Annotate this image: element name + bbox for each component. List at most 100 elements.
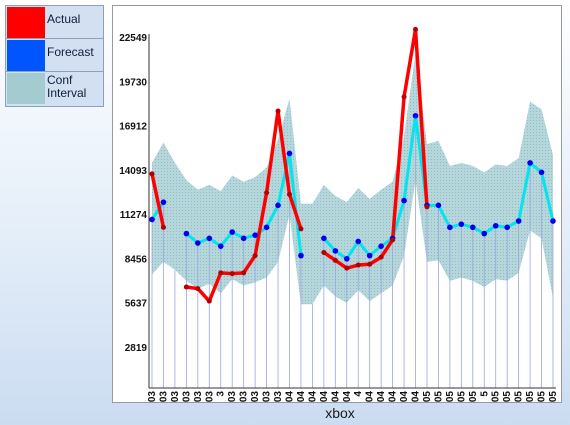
- actual-point: [321, 249, 327, 255]
- actual-point: [229, 271, 235, 277]
- actual-point: [195, 286, 201, 292]
- legend-swatch-forecast: [7, 40, 45, 71]
- y-tick-label: 8456: [125, 254, 148, 265]
- x-tick-label: 04: [388, 391, 399, 403]
- actual-point: [413, 26, 419, 32]
- actual-point: [241, 270, 247, 276]
- x-tick-label: 03: [273, 391, 284, 403]
- x-tick-label: 03: [239, 391, 250, 403]
- forecast-point: [412, 112, 419, 119]
- x-tick-label: 04: [411, 391, 422, 403]
- legend-item-conf-interval: Conf Interval: [6, 72, 103, 105]
- forecast-point: [206, 235, 213, 242]
- forecast-point: [298, 252, 304, 259]
- forecast-point: [355, 238, 362, 245]
- line-chart: 2819 5637 8456 11274 14093 16912 19730 22549 03…: [119, 26, 559, 403]
- actual-point: [183, 284, 189, 290]
- actual-point: [298, 226, 304, 232]
- forecast-point: [550, 218, 556, 224]
- actual-point: [378, 254, 384, 260]
- x-tick-label: 04: [319, 391, 330, 403]
- actual-point: [252, 253, 258, 259]
- forecast-point: [504, 224, 510, 231]
- x-tick-label: 04: [330, 391, 341, 403]
- x-tick-label: 04: [296, 391, 307, 403]
- forecast-point: [263, 224, 270, 231]
- actual-point: [424, 204, 430, 210]
- forecast-point: [470, 224, 476, 231]
- x-tick-label: 03: [204, 391, 215, 403]
- forecast-point: [515, 218, 522, 224]
- legend-label-actual: Actual: [47, 12, 81, 26]
- actual-point: [206, 298, 212, 304]
- actual-point: [286, 191, 292, 197]
- y-tick-label: 14093: [119, 166, 147, 177]
- plot-area: 2819 5637 8456 11274 14093 16912 19730 22549 03…: [112, 5, 562, 403]
- x-tick-label: 04: [399, 391, 410, 403]
- actual-point: [332, 257, 338, 263]
- forecast-series-line: [150, 201, 165, 221]
- x-tick-label: 5: [479, 391, 490, 397]
- actual-series-line: [322, 27, 429, 270]
- forecast-point: [217, 243, 224, 249]
- forecast-point: [321, 235, 327, 242]
- forecast-point: [481, 230, 488, 237]
- actual-point: [344, 265, 350, 271]
- actual-point: [218, 270, 224, 276]
- forecast-point: [195, 240, 201, 246]
- forecast-point: [447, 224, 453, 231]
- x-tick-label: 4: [353, 391, 364, 397]
- x-tick-label: 03: [147, 391, 158, 403]
- forecast-point: [366, 252, 373, 259]
- actual-point: [390, 237, 396, 243]
- legend-label-forecast: Forecast: [47, 45, 94, 59]
- x-tick-label: 03: [158, 391, 169, 403]
- forecast-point: [275, 202, 281, 209]
- actual-point: [401, 94, 407, 100]
- x-tick-label: 03: [227, 391, 238, 403]
- y-tick-label: 5637: [125, 299, 148, 310]
- forecast-point: [458, 221, 465, 227]
- forecast-point: [149, 216, 155, 223]
- actual-point: [264, 190, 270, 196]
- y-tick-label: 2819: [125, 343, 148, 354]
- x-tick-label: 05: [537, 391, 548, 403]
- forecast-point: [401, 197, 407, 204]
- x-tick-label: 3: [216, 391, 227, 397]
- legend-item-actual: Actual: [6, 6, 103, 39]
- x-tick-label: 05: [456, 391, 467, 403]
- forecast-point: [183, 230, 190, 237]
- forecast-point: [160, 199, 167, 205]
- actual-point: [149, 171, 155, 177]
- x-tick-label: 04: [376, 391, 387, 403]
- actual-series-line: [150, 173, 166, 228]
- y-tick-label: 11274: [120, 210, 148, 221]
- x-tick-label: 04: [307, 391, 318, 403]
- x-tick-label: 03: [181, 391, 192, 403]
- x-tick-label: 03: [193, 391, 204, 403]
- legend-swatch-actual: [7, 7, 45, 38]
- actual-point: [275, 108, 281, 114]
- y-tick-label: 16912: [119, 122, 147, 133]
- forecast-point: [538, 169, 545, 176]
- actual-point: [160, 224, 166, 230]
- x-tick-label: 05: [468, 391, 479, 403]
- y-tick-label: 22549: [119, 33, 147, 44]
- forecast-point: [252, 232, 258, 238]
- x-axis-label: xbox: [325, 405, 355, 421]
- x-tick-label: 05: [502, 391, 513, 403]
- forecast-point: [492, 222, 499, 229]
- x-tick-label: 04: [365, 391, 376, 403]
- x-tick-label: 05: [491, 391, 502, 403]
- forecast-point: [343, 255, 350, 262]
- forecast-point: [229, 229, 235, 235]
- actual-point: [367, 261, 373, 267]
- forecast-point: [240, 235, 247, 242]
- forecast-point: [435, 202, 442, 209]
- chart-legend: Actual Forecast Conf Interval: [5, 5, 104, 107]
- legend-label-conf-interval: Conf Interval: [47, 73, 87, 100]
- x-tick-label: 05: [548, 391, 559, 403]
- actual-point: [355, 262, 361, 268]
- x-tick-label: 04: [342, 391, 353, 403]
- x-tick-label: 05: [514, 391, 525, 403]
